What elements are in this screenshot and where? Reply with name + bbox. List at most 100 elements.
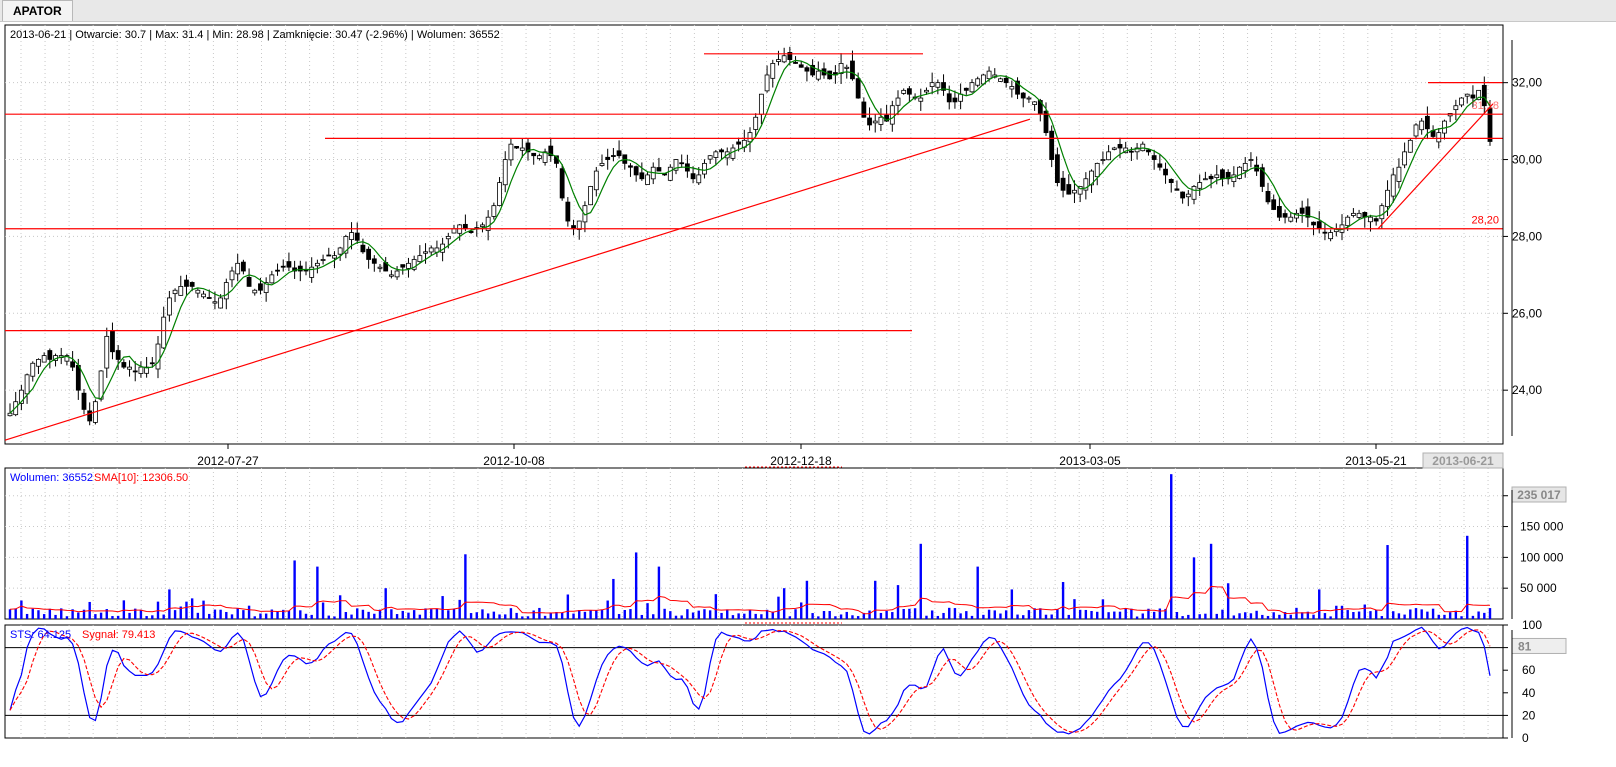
candle [371, 258, 377, 264]
volume-bar [1033, 608, 1036, 619]
volume-bar [464, 554, 467, 619]
volume-bar [777, 596, 780, 619]
candle [844, 66, 850, 69]
volume-bar [236, 608, 239, 619]
volume-bar [874, 580, 877, 619]
volume-bar [1403, 614, 1406, 619]
candle [758, 93, 764, 115]
volume-bar [111, 616, 114, 619]
volume-bar [299, 610, 302, 619]
candle [161, 316, 167, 349]
candle [1054, 154, 1060, 184]
volume-bar [885, 610, 888, 619]
volume-bar [686, 609, 689, 619]
candle [41, 355, 47, 363]
volume-bar [1238, 613, 1241, 619]
candle [275, 269, 280, 272]
candle [753, 116, 759, 130]
volume-bar [1192, 557, 1196, 619]
candle [1487, 107, 1493, 142]
candle [411, 259, 417, 270]
volume-bar [139, 609, 143, 619]
volume-bar [475, 612, 478, 619]
volume-bar [703, 609, 706, 619]
volume-bar [1039, 608, 1042, 619]
candle [673, 159, 679, 171]
volume-bar [327, 615, 330, 619]
candle [1419, 120, 1425, 131]
volume-bar [264, 613, 268, 619]
volume-bar [811, 613, 814, 619]
volume-bar [623, 610, 626, 619]
candle [1453, 105, 1459, 111]
volume-bar [1232, 615, 1236, 619]
volume-bar [942, 612, 945, 619]
candle [30, 362, 36, 377]
volume-bar [800, 602, 803, 619]
candle [1026, 97, 1032, 100]
candle [639, 172, 645, 180]
candle [263, 282, 269, 293]
volume-bar [151, 615, 154, 619]
candle [798, 64, 804, 68]
volume-bar [350, 614, 353, 619]
volume-bar [1318, 589, 1321, 619]
volume-bar [356, 608, 359, 619]
volume-bar [316, 566, 319, 619]
candle [588, 186, 594, 206]
candle [87, 410, 93, 422]
volume-bar [970, 615, 974, 619]
x-axis-label: 2012-10-08 [483, 454, 545, 468]
candle [1066, 184, 1072, 195]
candle [514, 145, 520, 149]
volume-bar [447, 610, 450, 619]
candle [667, 166, 673, 181]
candle [901, 89, 907, 94]
candle [1231, 174, 1237, 182]
candle [332, 255, 337, 259]
candle [519, 147, 525, 151]
volume-bar [1397, 613, 1401, 619]
volume-bar [60, 608, 63, 619]
candle [946, 93, 952, 103]
candle [713, 151, 719, 158]
volume-bar [913, 608, 917, 619]
candle [121, 362, 127, 368]
candle [1094, 162, 1100, 178]
candle [1225, 171, 1231, 180]
volume-y-tick-label: 150 000 [1520, 520, 1564, 534]
candle [770, 63, 776, 79]
volume-bar [54, 614, 57, 619]
volume-bar [242, 610, 245, 619]
volume-bar [640, 614, 644, 619]
volume-bar [1300, 612, 1304, 619]
volume-bar [1187, 614, 1190, 619]
volume-bar [1226, 583, 1230, 619]
candle [1481, 84, 1487, 107]
volume-bar [896, 585, 900, 619]
volume-bar [868, 610, 871, 619]
x-axis-label: 2012-12-18 [770, 454, 832, 468]
volume-bar [697, 610, 700, 619]
candle [138, 366, 144, 374]
volume-bar [948, 607, 951, 619]
candle [1134, 147, 1140, 153]
volume-bar [1335, 605, 1338, 619]
candle [1470, 94, 1476, 99]
volume-bar [1306, 611, 1310, 619]
volume-bar [230, 614, 234, 619]
volume-bar [526, 616, 530, 619]
candle [252, 289, 258, 294]
candle [1385, 189, 1390, 208]
candle [1163, 168, 1168, 176]
candle [605, 156, 611, 160]
volume-bar [1295, 607, 1298, 619]
ma-line [9, 59, 1491, 414]
volume-bar [1448, 612, 1452, 619]
volume-label: Wolumen: 36552 [10, 472, 93, 484]
candle [525, 142, 531, 153]
volume-bar [458, 599, 461, 619]
tab-apator[interactable]: APATOR [2, 0, 73, 21]
volume-bar [509, 608, 513, 619]
